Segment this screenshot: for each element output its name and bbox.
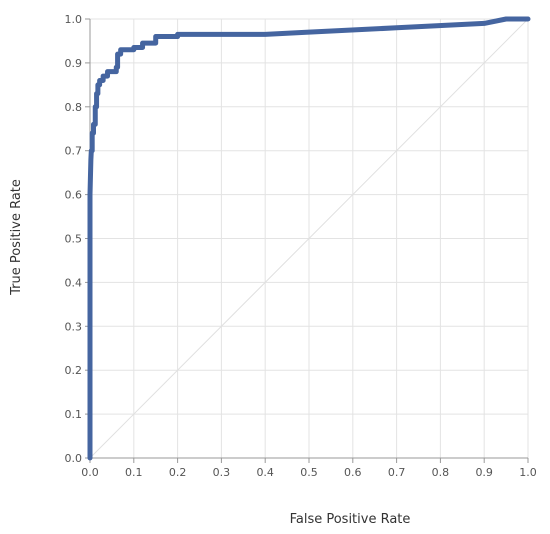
- x-tick-label: 0.3: [213, 466, 231, 479]
- tick-labels: 0.0 0.1 0.2 0.3 0.4 0.5 0.6 0.7 0.8 0.9 1.0 0.0 0.1 0…: [65, 13, 537, 479]
- y-tick-label: 0.2: [65, 364, 83, 377]
- roc-curve-line: [87, 16, 531, 461]
- x-tick-label: 0.7: [388, 466, 406, 479]
- x-tick-label: 1.0: [519, 466, 537, 479]
- y-tick-label: 0.1: [65, 408, 83, 421]
- x-axis-label: False Positive Rate: [290, 512, 411, 527]
- y-tick-label: 0.9: [65, 57, 83, 70]
- y-tick-label: 0.0: [65, 452, 83, 465]
- series-layer: [87, 16, 531, 461]
- diagonal-reference-line: [89, 18, 529, 459]
- x-tick-label: 0.5: [300, 466, 318, 479]
- y-tick-label: 0.4: [65, 276, 83, 289]
- x-tick-label: 0.0: [81, 466, 99, 479]
- x-tick-label: 0.9: [475, 466, 493, 479]
- y-tick-label: 1.0: [65, 13, 83, 26]
- x-tick-label: 0.6: [344, 466, 362, 479]
- y-tick-label: 0.6: [65, 189, 83, 202]
- y-tick-label: 0.5: [65, 233, 83, 246]
- x-tick-label: 0.4: [256, 466, 274, 479]
- x-tick-label: 0.8: [432, 466, 450, 479]
- y-tick-label: 0.7: [65, 145, 83, 158]
- x-tick-label: 0.2: [169, 466, 187, 479]
- y-tick-label: 0.3: [65, 320, 83, 333]
- y-tick-label: 0.8: [65, 101, 83, 114]
- y-axis-label: True Positive Rate: [9, 179, 24, 296]
- x-tick-label: 0.1: [125, 466, 143, 479]
